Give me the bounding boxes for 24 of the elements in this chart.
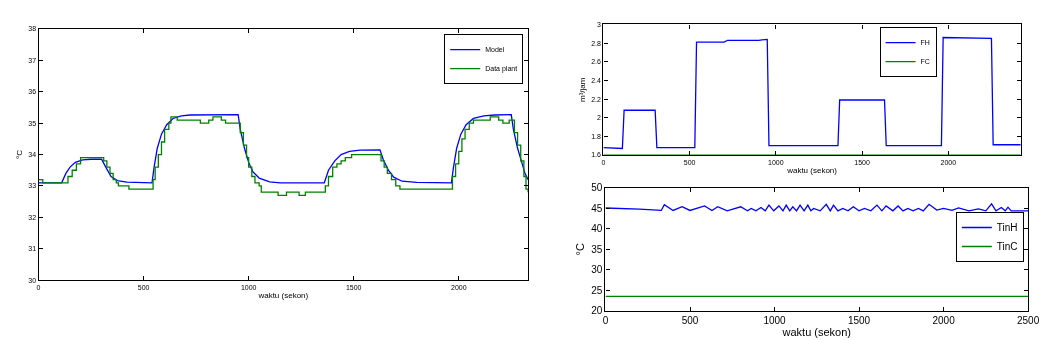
x-tick-label: 1500 (847, 314, 871, 326)
line-series (605, 203, 1029, 212)
y-tick-label: 50 (591, 182, 603, 194)
y-tick-label: 20 (591, 305, 603, 317)
line-series (38, 114, 529, 184)
y-tick-label: 45 (591, 202, 603, 214)
y-axis-title: m³/jam (577, 77, 587, 102)
line-series (603, 36, 1021, 150)
x-tick-label: 1000 (763, 314, 787, 326)
x-axis-title: waktu (sekon) (257, 290, 309, 300)
x-tick-label: 2000 (932, 314, 956, 326)
x-axis-title: waktu (sekon) (786, 165, 838, 175)
x-axis-title: waktu (sekon) (781, 325, 852, 338)
x-tick-label: 500 (681, 314, 699, 326)
y-axis-title: °C (14, 149, 24, 160)
x-tick-label: 0 (602, 314, 609, 326)
y-tick-label: 30 (591, 264, 603, 276)
y-axis-title: °C (573, 243, 586, 256)
legend-label: TinH (996, 222, 1018, 234)
y-tick-label: 25 (591, 284, 603, 296)
legend-label: TinC (996, 241, 1018, 253)
y-tick-label: 35 (591, 243, 603, 255)
x-tick-label: 2500 (1016, 314, 1040, 326)
y-tick-label: 40 (591, 223, 603, 235)
